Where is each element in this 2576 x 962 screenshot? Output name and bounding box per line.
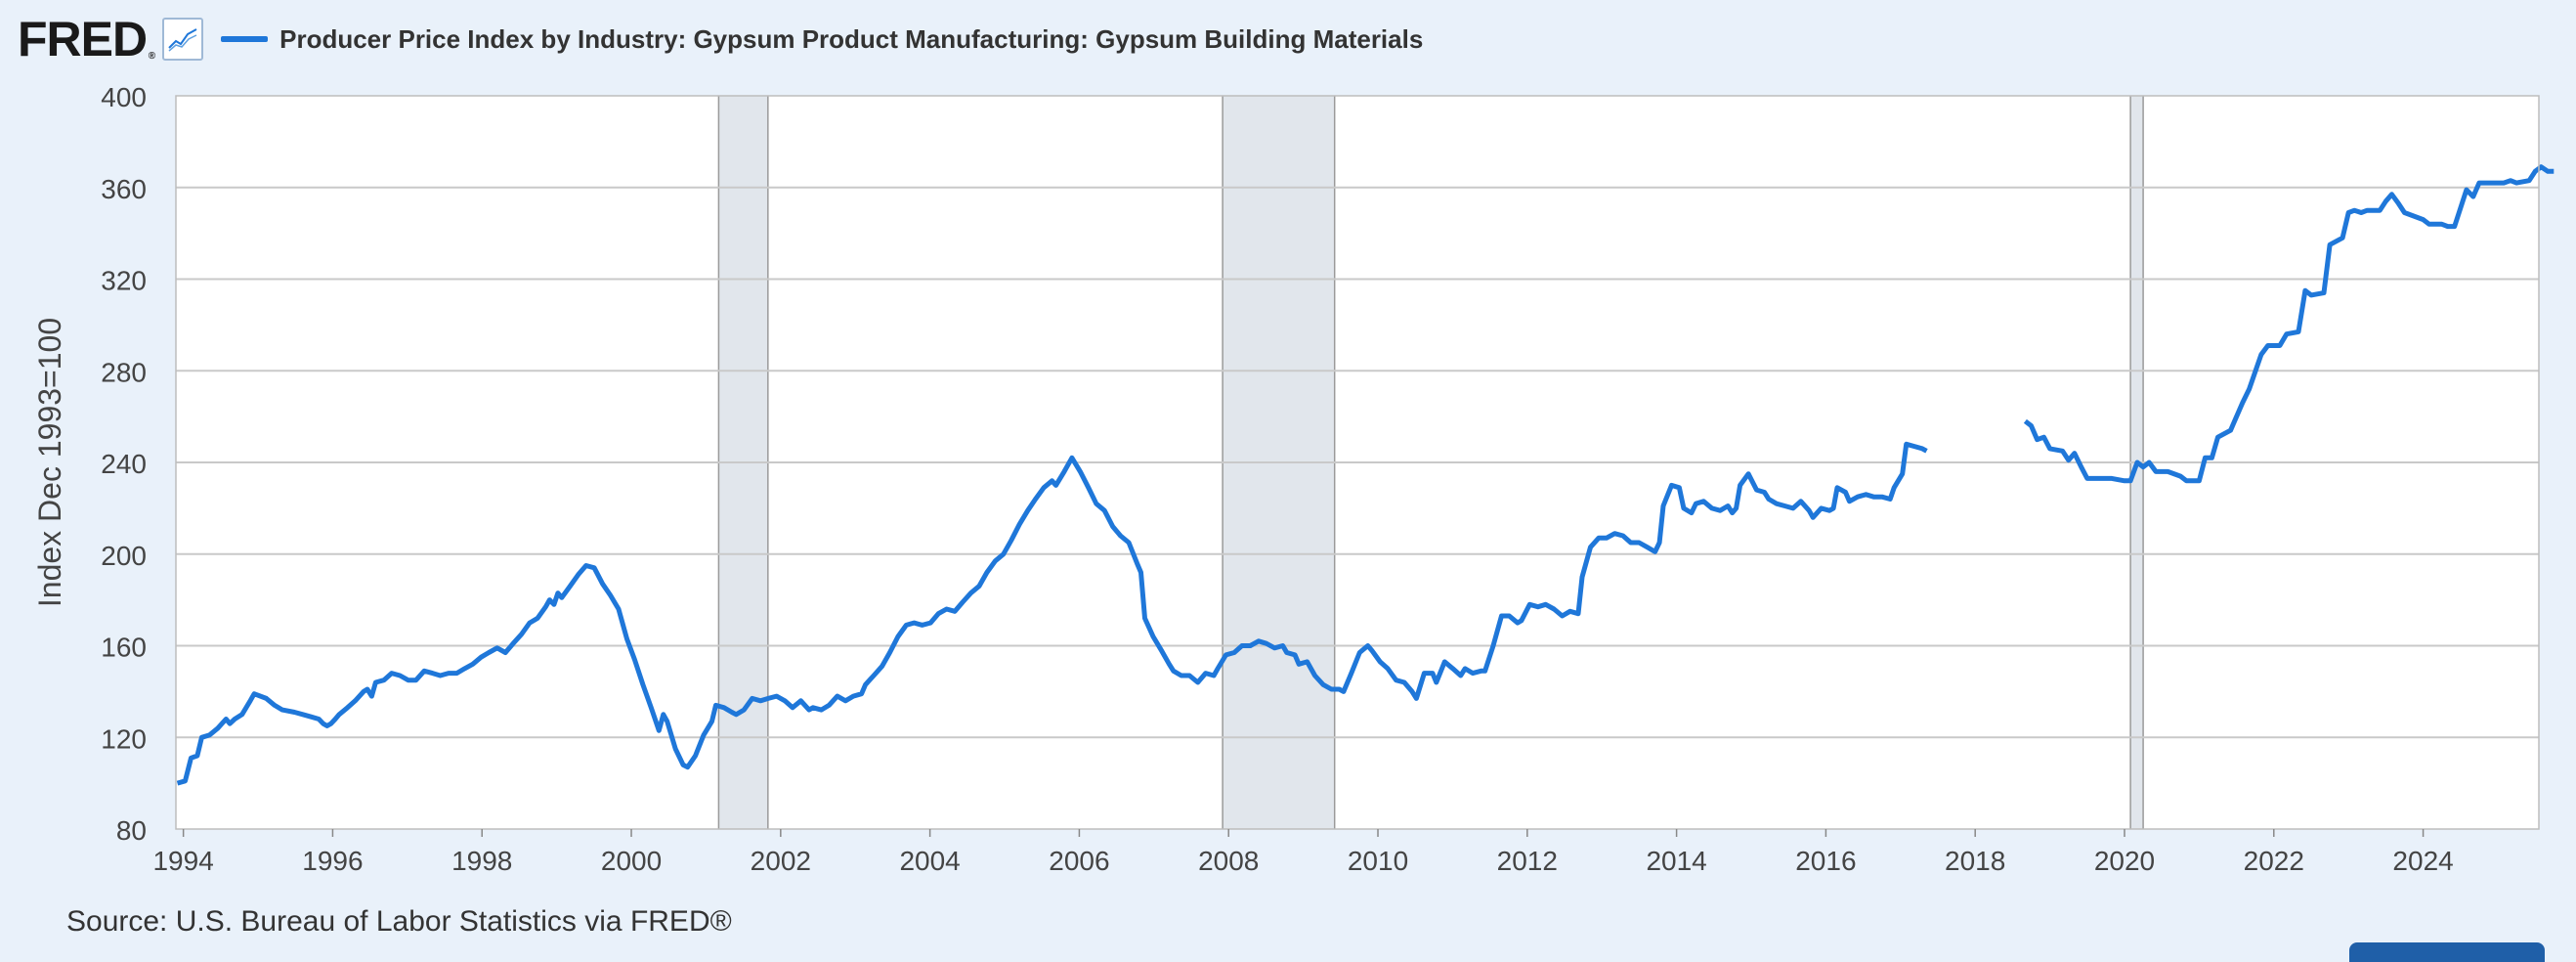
fred-logo[interactable]: FRED ® (18, 12, 155, 66)
x-tick-label: 2014 (1646, 846, 1706, 876)
bottom-action-button[interactable] (2349, 942, 2545, 962)
x-tick-label: 2002 (751, 846, 811, 876)
y-tick-label: 120 (101, 723, 147, 754)
y-tick-label: 80 (116, 815, 147, 846)
source-note: Source: U.S. Bureau of Labor Statistics … (66, 905, 732, 938)
x-tick-label: 2010 (1348, 846, 1408, 876)
x-axis-ticks: 1994 1996 1998 2000 2002 2004 2006 2008 2010 2012… (152, 829, 2454, 876)
x-tick-label: 2020 (2094, 846, 2155, 876)
y-tick-label: 400 (101, 82, 147, 112)
y-tick-label: 240 (101, 449, 147, 479)
y-tick-label: 200 (101, 541, 147, 571)
x-tick-label: 2016 (1795, 846, 1856, 876)
x-tick-label: 2000 (601, 846, 662, 876)
chart-title: Producer Price Index by Industry: Gypsum… (279, 23, 1424, 54)
x-tick-label: 1998 (451, 846, 512, 876)
x-tick-label: 2024 (2392, 846, 2453, 876)
grid-lines (176, 186, 2539, 739)
y-axis-ticks: 80 120 160 200 240 280 320 360 400 (101, 82, 147, 846)
plot-border (175, 95, 2540, 830)
y-axis-label: Index Dec 1993=100 (32, 318, 67, 607)
series-line (176, 164, 2555, 786)
x-tick-label: 2006 (1049, 846, 1109, 876)
y-tick-label: 160 (101, 633, 147, 663)
y-tick-label: 360 (101, 174, 147, 204)
series-line-2018-2025 (2023, 164, 2555, 484)
chart-header: FRED ® Producer Price Index by Industry: … (18, 8, 1423, 70)
y-tick-label: 280 (101, 357, 147, 387)
x-tick-label: 2008 (1198, 846, 1259, 876)
x-tick-label: 2004 (899, 846, 960, 876)
x-tick-label: 1996 (302, 846, 363, 876)
line-chart-icon[interactable] (162, 18, 204, 61)
legend-swatch (221, 36, 269, 42)
x-tick-label: 2018 (1945, 846, 2005, 876)
fred-logo-reg: ® (148, 51, 155, 62)
x-tick-label: 2022 (2244, 846, 2304, 876)
y-tick-label: 320 (101, 266, 147, 296)
x-tick-label: 1994 (152, 846, 213, 876)
series-line-1994-2017 (176, 441, 1928, 786)
fred-logo-text: FRED (18, 12, 148, 66)
x-tick-label: 2012 (1497, 846, 1558, 876)
